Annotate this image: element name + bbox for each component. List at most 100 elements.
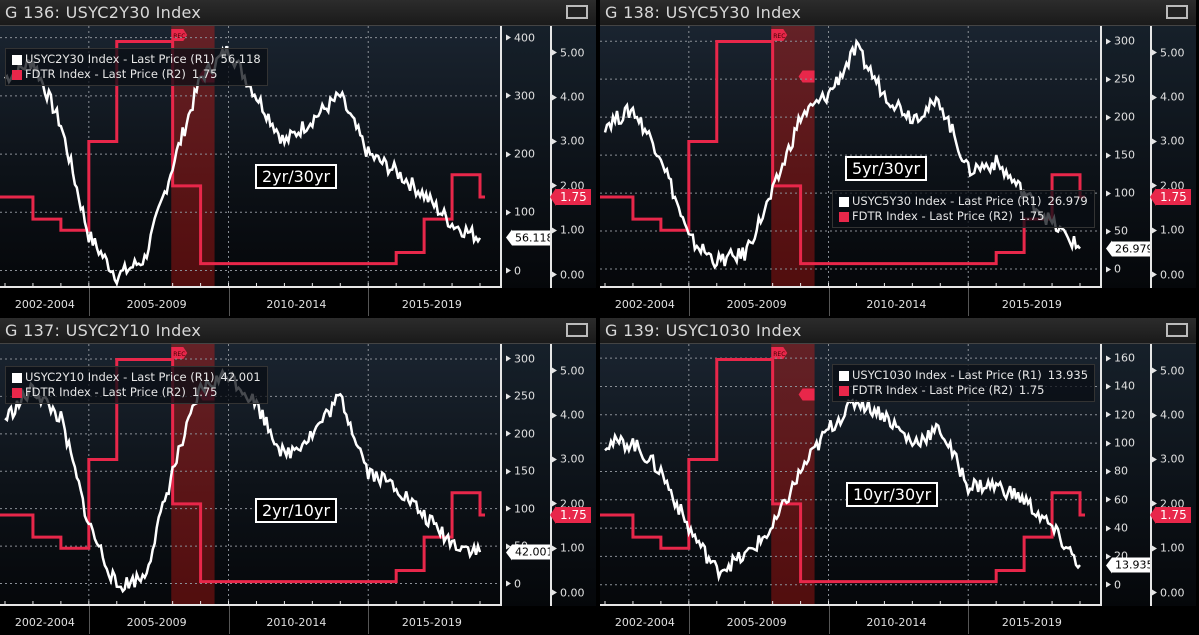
recession-band: [771, 26, 815, 288]
r1-axis: 400 300 200 100 0 56.118: [500, 26, 557, 288]
legend-swatch: [839, 370, 849, 381]
spread-annotation: 10yr/30yr: [846, 482, 939, 507]
x-axis-divider: [368, 606, 370, 634]
legend-swatch: [12, 387, 22, 398]
legend-value: 1.75: [1018, 383, 1045, 397]
x-axis-divider: [828, 288, 830, 316]
maximize-button[interactable]: [566, 323, 588, 337]
r2-tick-label: 0.00: [1160, 586, 1185, 600]
panel-titlebar: G 139: USYC1030 Index: [600, 318, 1196, 344]
x-axis-label: 2002-2004: [14, 298, 75, 311]
legend-entry: USYC1030 Index - Last Price (R1) 13.935: [839, 368, 1088, 383]
spread-annotation: 5yr/30yr: [845, 156, 928, 181]
r2-last-price-badge: 1.75: [556, 188, 591, 205]
chart-panel-0: G 136: USYC2Y30 Index REC USYC2Y30 Index…: [0, 0, 596, 316]
x-axis: 2002-2004 2005-2009 2010-2014 2015-2019: [0, 606, 596, 634]
r1-tick-label: 150: [1114, 148, 1135, 162]
r1-tick-label: 150: [514, 464, 535, 478]
x-axis-divider: [688, 606, 690, 634]
r2-last-price-badge: 1.75: [556, 506, 591, 523]
plot-area: REC USYC1030 Index - Last Price (R1) 13.…: [600, 344, 1100, 606]
x-axis-divider: [968, 606, 970, 634]
r1-tick-label: 250: [514, 389, 535, 403]
x-axis-label: 2002-2004: [614, 298, 675, 311]
r2-axis: 5.00 4.00 3.00 2.00 1.00 0.00 1.75: [1150, 344, 1196, 606]
r1-last-price-badge: 56.118: [512, 230, 557, 246]
maximize-button[interactable]: [566, 5, 588, 19]
x-axis-label: 2015-2019: [401, 616, 462, 629]
chart-legend: USYC2Y30 Index - Last Price (R1) 56.118 …: [5, 48, 268, 86]
x-axis-divider: [968, 288, 970, 316]
r1-tick-label: 160: [1114, 351, 1135, 365]
r1-tick-label: 0: [1114, 262, 1121, 276]
plot-area: REC USYC2Y10 Index - Last Price (R1) 42.…: [0, 344, 500, 606]
r1-tick-label: 100: [1114, 436, 1135, 450]
r1-tick-label: 40: [1114, 521, 1128, 535]
legend-label: USYC2Y30 Index - Last Price (R1): [25, 52, 215, 66]
r1-tick-label: 50: [1114, 224, 1128, 238]
x-axis-divider: [228, 288, 230, 316]
legend-entry: USYC2Y30 Index - Last Price (R1) 56.118: [12, 52, 261, 67]
x-axis: 2002-2004 2005-2009 2010-2014 2015-2019: [600, 288, 1196, 316]
r2-tick-label: 5.00: [1160, 46, 1185, 60]
r1-axis: 160 140 120 100 80 60 40 20 0 13.935: [1100, 344, 1157, 606]
maximize-button[interactable]: [1166, 5, 1188, 19]
legend-value: 42.001: [220, 370, 261, 384]
r2-axis: 5.00 4.00 3.00 2.00 1.00 0.00 1.75: [550, 26, 596, 288]
r1-tick-label: 100: [514, 502, 535, 516]
x-axis-divider: [368, 288, 370, 316]
r2-tick-label: 0.00: [1160, 268, 1185, 282]
r1-tick-label: 300: [514, 352, 535, 366]
r2-tick-label: 0.00: [560, 586, 585, 600]
x-axis-label: 2015-2019: [401, 298, 462, 311]
r2-axis: 5.00 4.00 3.00 2.00 1.00 0.00 1.75: [1150, 26, 1196, 288]
fdtr-line: [0, 40, 485, 266]
r2-axis-line: [550, 26, 552, 288]
panel-title: G 136: USYC2Y30 Index: [5, 3, 202, 22]
fdtr-line: [600, 358, 1085, 584]
legend-entry: FDTR Index - Last Price (R2) 1.75: [12, 385, 261, 400]
r2-tick-label: 3.00: [560, 452, 585, 466]
panel-titlebar: G 138: USYC5Y30 Index: [600, 0, 1196, 26]
x-axis-divider: [88, 606, 90, 634]
legend-label: FDTR Index - Last Price (R2): [25, 67, 186, 81]
x-axis-label: 2002-2004: [14, 616, 75, 629]
r1-last-price-badge: 26.979: [1112, 241, 1157, 257]
r1-tick-label: 0: [1114, 578, 1121, 592]
legend-label: FDTR Index - Last Price (R2): [852, 209, 1013, 223]
maximize-button[interactable]: [1166, 323, 1188, 337]
legend-label: USYC1030 Index - Last Price (R1): [852, 368, 1042, 382]
legend-swatch: [839, 196, 849, 207]
r2-tick-label: 4.00: [1160, 90, 1185, 104]
x-axis-divider: [688, 288, 690, 316]
legend-label: FDTR Index - Last Price (R2): [25, 385, 186, 399]
r2-tick-label: 1.00: [1160, 541, 1185, 555]
chart-panel-2: G 137: USYC2Y10 Index REC USYC2Y10 Index…: [0, 318, 596, 634]
r1-tick-label: 200: [514, 147, 535, 161]
r1-tick-label: 120: [1114, 408, 1135, 422]
legend-label: USYC5Y30 Index - Last Price (R1): [852, 194, 1042, 208]
r2-tick-label: 3.00: [1160, 134, 1185, 148]
legend-label: USYC2Y10 Index - Last Price (R1): [25, 370, 215, 384]
panel-title: G 137: USYC2Y10 Index: [5, 321, 202, 340]
legend-entry: FDTR Index - Last Price (R2) 1.75: [839, 209, 1088, 224]
x-axis: 2002-2004 2005-2009 2010-2014 2015-2019: [0, 288, 596, 316]
svg-text:REC: REC: [773, 351, 785, 358]
x-axis-label: 2015-2019: [1001, 298, 1062, 311]
r2-axis: 5.00 4.00 3.00 2.00 1.00 0.00 1.75: [550, 344, 596, 606]
spread-line: [603, 38, 1081, 270]
r1-tick-label: 0: [514, 264, 521, 278]
r1-tick-label: 60: [1114, 493, 1128, 507]
r1-tick-label: 300: [514, 89, 535, 103]
x-axis-divider: [88, 288, 90, 316]
r1-tick-label: 200: [1114, 110, 1135, 124]
r1-last-price-badge: 13.935: [1112, 557, 1157, 573]
r2-tick-label: 5.00: [560, 364, 585, 378]
r1-tick-label: 100: [1114, 186, 1135, 200]
spread-annotation: 2yr/10yr: [255, 498, 338, 523]
legend-label: FDTR Index - Last Price (R2): [852, 383, 1013, 397]
x-axis-label: 2010-2014: [266, 616, 327, 629]
legend-swatch: [839, 385, 849, 396]
r1-tick-label: 400: [514, 31, 535, 45]
x-axis-divider: [828, 606, 830, 634]
